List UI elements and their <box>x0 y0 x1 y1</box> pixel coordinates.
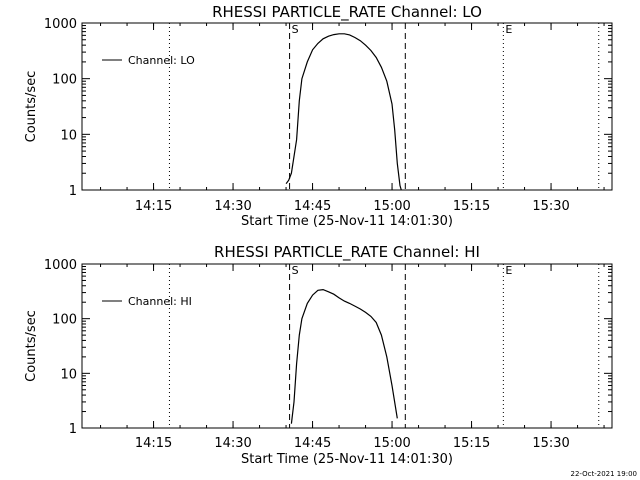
y-tick-label: 1 <box>69 184 77 199</box>
chart-panel-0: RHESSI PARTICLE_RATE Channel: LOS E 14:15 1… <box>24 3 613 229</box>
x-tick-label: 15:30 <box>532 436 569 451</box>
series-line-0 <box>290 288 398 424</box>
x-tick-label: 15:15 <box>453 436 490 451</box>
y-tick-label: 100 <box>52 73 77 88</box>
x-tick-label: 15:00 <box>373 199 410 214</box>
x-tick-label: 14:45 <box>294 199 331 214</box>
plot-frame <box>81 22 613 191</box>
y-tick-label: 10 <box>60 367 77 382</box>
marker-label-S: S <box>292 264 299 277</box>
y-tick-label: 10 <box>60 128 77 143</box>
marker-label-E: E <box>505 264 512 277</box>
legend-label: Channel: HI <box>128 295 192 308</box>
y-tick-label: 1000 <box>44 258 77 273</box>
x-tick-label: 14:45 <box>294 436 331 451</box>
x-tick-label: 14:30 <box>214 199 251 214</box>
series-line-0 <box>285 33 402 191</box>
chart-panel-1: RHESSI PARTICLE_RATE Channel: HI S E 14:15 1… <box>24 243 613 467</box>
x-axis-label: Start Time (25-Nov-11 14:01:30) <box>241 214 453 229</box>
x-tick-label: 14:15 <box>135 199 172 214</box>
x-tick-label: 15:00 <box>373 436 410 451</box>
x-tick-label: 15:15 <box>453 199 490 214</box>
y-tick-label: 100 <box>52 313 77 328</box>
x-tick-label: 14:15 <box>135 436 172 451</box>
x-axis-label: Start Time (25-Nov-11 14:01:30) <box>241 452 453 467</box>
chart-title: RHESSI PARTICLE_RATE Channel: LO <box>212 3 482 22</box>
marker-label-S: S <box>292 23 299 36</box>
y-axis-label: Counts/sec <box>24 71 39 143</box>
x-tick-label: 14:30 <box>214 436 251 451</box>
y-tick-label: 1000 <box>44 17 77 32</box>
legend-label: Channel: LO <box>128 54 195 67</box>
y-tick-label: 1 <box>69 422 77 437</box>
x-tick-label: 15:30 <box>532 199 569 214</box>
marker-label-E: E <box>505 23 512 36</box>
y-axis-label: Counts/sec <box>24 310 39 382</box>
footer-timestamp: 22-Oct-2021 19:00 <box>571 470 637 478</box>
chart-title: RHESSI PARTICLE_RATE Channel: HI <box>214 243 480 262</box>
plot-frame <box>81 263 613 429</box>
panels: RHESSI PARTICLE_RATE Channel: LOS E14:15 1… <box>24 3 613 467</box>
